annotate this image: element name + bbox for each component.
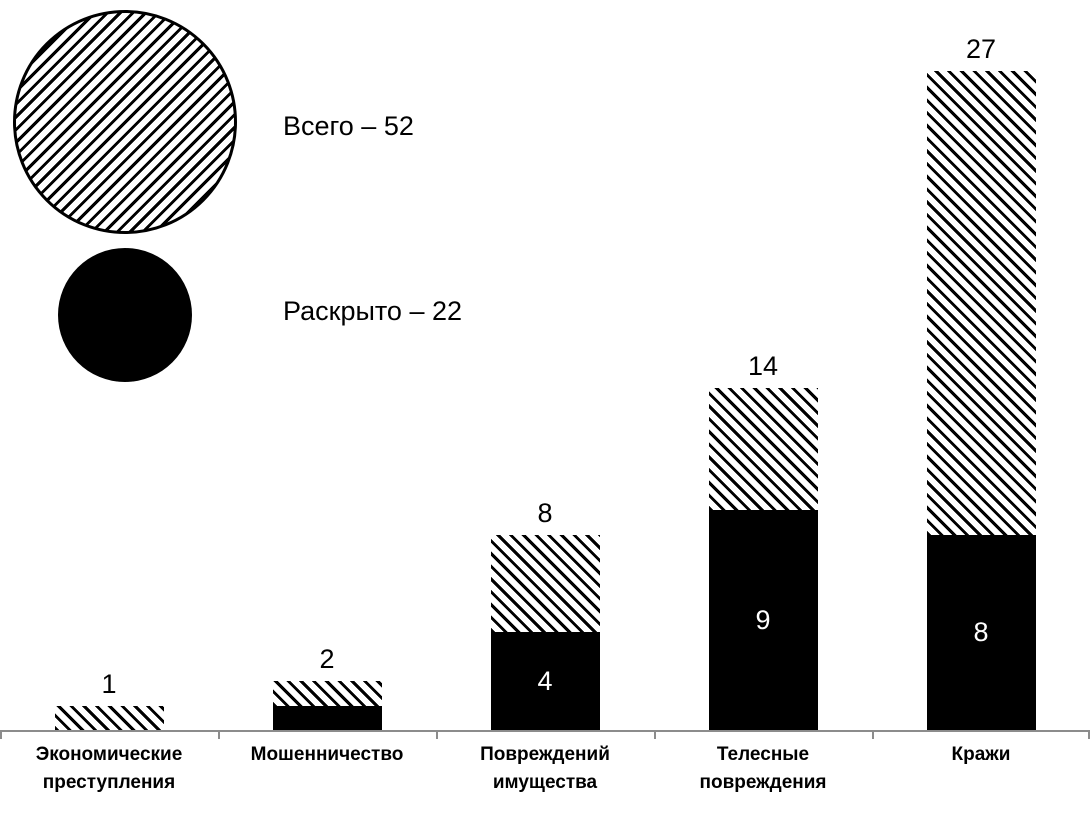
legend-solved-label: Раскрыто – 22 [283,296,462,326]
bar-solved-segment: 9 [708,510,818,730]
bar-total-label: 27 [965,34,997,65]
bar-total-segment [926,71,1036,535]
axis-tick [872,730,874,739]
category-label: Мошенничество [250,744,404,765]
axis-tick [218,730,220,739]
bar [272,681,382,730]
bar-solved-segment: 4 [490,632,600,730]
legend-total-hatched-circle-icon [13,10,237,234]
legend-total-label: Всего – 52 [283,111,414,141]
bar-solved-label: 8 [973,616,989,647]
bar-total-label: 1 [101,668,117,699]
bar [54,705,164,730]
bar-total-segment [54,705,164,730]
axis-tick [436,730,438,739]
bar: 8 [926,71,1036,730]
category-label: Телесные повреждения [699,744,827,793]
bar-total-segment [708,388,818,511]
bar-solved-label: 9 [755,604,771,635]
x-axis-line [0,730,1090,732]
bar-total-label: 8 [537,497,553,528]
bar: 4 [490,534,600,730]
bar-total-label: 14 [747,351,779,382]
bar-total-segment [272,681,382,706]
axis-tick [654,730,656,739]
category-label: Повреждений имущества [480,744,610,793]
axis-tick [1088,730,1090,739]
bar-total-segment [490,534,600,633]
category-label: Кражи [951,744,1011,765]
bar: 9 [708,388,818,730]
legend-solved-solid-circle-icon [58,248,192,382]
axis-tick [0,730,2,739]
bar-solved-segment: 8 [926,534,1036,730]
category-label: Экономические преступления [35,744,183,793]
bar-total-label: 2 [319,644,335,675]
bar-solved-segment [272,705,382,730]
bar-solved-label: 4 [537,665,553,696]
